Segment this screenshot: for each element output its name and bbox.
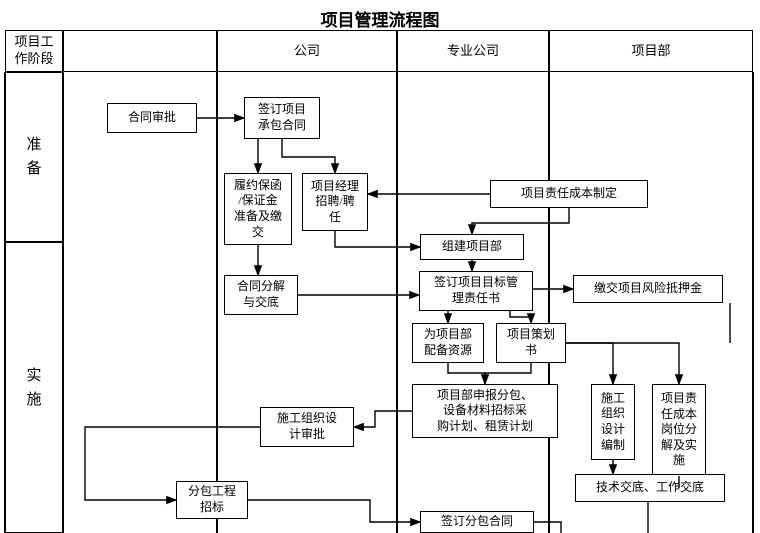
node-n_subsign: 签订分包合同 (420, 511, 534, 533)
edge (248, 500, 420, 522)
lane-divider (396, 72, 398, 533)
node-n_signresp: 签订项目目标管 理责任书 (419, 271, 533, 311)
flowchart-container: 项目管理流程图 项目工 作阶段公司专业公司项目部 准 备实 施 合同审批签订项目… (0, 0, 760, 533)
phase-header-impl: 实 施 (5, 242, 63, 533)
edge (448, 363, 485, 384)
phase-divider (5, 241, 63, 243)
node-n_orgdesign: 施工 组织 设计 编制 (591, 384, 635, 460)
phase-header-prep: 准 备 (5, 72, 63, 242)
node-n_costdef: 项目责任成本制定 (490, 180, 648, 208)
lane-header-phase: 项目工 作阶段 (5, 30, 63, 72)
lane-header-c2 (63, 30, 217, 72)
lane-header-c5: 项目部 (549, 30, 753, 72)
edge (282, 139, 335, 173)
node-n_subplan: 项目部申报分包、 设备材料招标采 购计划、租赁计划 (412, 384, 558, 438)
lane-divider (752, 72, 754, 533)
node-n_approve: 合同审批 (107, 103, 197, 133)
node-n_techdis: 技术交底、工作交底 (575, 474, 725, 502)
node-n_orgaudit: 施工组织设 计审批 (260, 407, 354, 447)
lane-divider (216, 72, 218, 533)
node-n_resource: 为项目部 配备资源 (412, 323, 484, 363)
node-n_decomp: 合同分解 与交底 (224, 275, 298, 315)
edge (510, 311, 531, 323)
lane-divider (4, 72, 6, 533)
node-n_respdec: 项目责 任成本 岗位分 解及实 施 (652, 384, 706, 476)
node-n_buildpmo: 组建项目部 (420, 234, 524, 260)
lane-header-c3: 公司 (217, 30, 397, 72)
edge (472, 208, 569, 234)
edge (566, 343, 679, 384)
edge (485, 363, 531, 384)
edges-layer (0, 0, 760, 533)
edge (335, 231, 420, 247)
node-n_planbook: 项目策划 书 (496, 323, 566, 363)
lane-header-c4: 专业公司 (397, 30, 549, 72)
diagram-title: 项目管理流程图 (0, 6, 760, 31)
edge (566, 343, 613, 384)
edge (354, 411, 412, 427)
node-n_bond: 履约保函 /保证金 准备及缴 交 (224, 173, 292, 245)
node-n_pmhire: 项目经理 招聘/聘 任 (302, 173, 368, 231)
node-n_riskdep: 缴交项目风险抵押金 (573, 275, 723, 303)
lane-divider (62, 72, 64, 533)
lane-divider (548, 72, 550, 533)
node-n_sign: 签订项目 承包合同 (244, 97, 320, 139)
node-n_subbid: 分包工程 招标 (176, 481, 248, 519)
